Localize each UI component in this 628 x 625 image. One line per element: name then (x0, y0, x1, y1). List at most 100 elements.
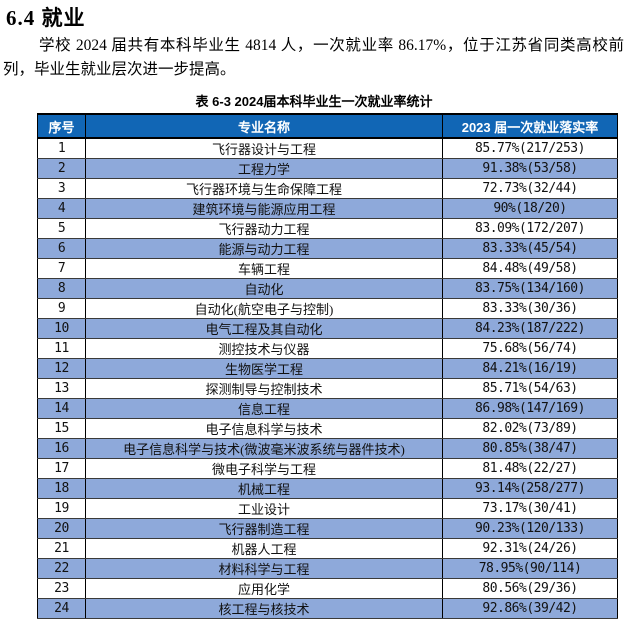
cell-major: 飞行器环境与生命保障工程 (85, 178, 443, 199)
cell-rate: 80.56%(29/36) (442, 578, 618, 599)
table-header: 序号 专业名称 2023 届一次就业落实率 (37, 113, 618, 139)
cell-no: 15 (37, 418, 86, 439)
cell-no: 22 (37, 558, 86, 579)
cell-major: 飞行器设计与工程 (85, 138, 443, 159)
cell-rate: 84.48%(49/58) (442, 258, 618, 279)
cell-rate: 83.75%(134/160) (442, 278, 618, 299)
table-row: 15 电子信息科学与技术 82.02%(73/89) (37, 418, 618, 439)
table-row: 1 飞行器设计与工程 85.77%(217/253) (37, 138, 618, 159)
cell-rate: 81.48%(22/27) (442, 458, 618, 479)
cell-rate: 91.38%(53/58) (442, 158, 618, 179)
table-row: 5 飞行器动力工程 83.09%(172/207) (37, 218, 618, 239)
cell-rate: 90.23%(120/133) (442, 518, 618, 539)
cell-no: 10 (37, 318, 86, 339)
cell-no: 1 (37, 138, 86, 159)
cell-no: 24 (37, 598, 86, 619)
cell-no: 7 (37, 258, 86, 279)
table-body: 1 飞行器设计与工程 85.77%(217/253) 2 工程力学 91.38%(53/5… (37, 138, 618, 619)
table-row: 20 飞行器制造工程 90.23%(120/133) (37, 518, 618, 539)
cell-no: 4 (37, 198, 86, 219)
cell-no: 20 (37, 518, 86, 539)
cell-major: 能源与动力工程 (85, 238, 443, 259)
cell-no: 13 (37, 378, 86, 399)
cell-no: 8 (37, 278, 86, 299)
cell-rate: 93.14%(258/277) (442, 478, 618, 499)
cell-major: 核工程与核技术 (85, 598, 443, 619)
cell-major: 车辆工程 (85, 258, 443, 279)
cell-rate: 82.02%(73/89) (442, 418, 618, 439)
cell-major: 生物医学工程 (85, 358, 443, 379)
cell-rate: 84.23%(187/222) (442, 318, 618, 339)
cell-rate: 78.95%(90/114) (442, 558, 618, 579)
cell-no: 18 (37, 478, 86, 499)
cell-no: 5 (37, 218, 86, 239)
cell-rate: 92.31%(24/26) (442, 538, 618, 559)
cell-major: 机器人工程 (85, 538, 443, 559)
cell-no: 6 (37, 238, 86, 259)
cell-no: 3 (37, 178, 86, 199)
header-row: 序号 专业名称 2023 届一次就业落实率 (37, 113, 618, 139)
table-row: 24 核工程与核技术 92.86%(39/42) (37, 598, 618, 619)
cell-rate: 86.98%(147/169) (442, 398, 618, 419)
cell-no: 9 (37, 298, 86, 319)
table-row: 22 材料科学与工程 78.95%(90/114) (37, 558, 618, 579)
cell-major: 自动化(航空电子与控制) (85, 298, 443, 319)
col-header-major: 专业名称 (85, 113, 443, 139)
cell-rate: 73.17%(30/41) (442, 498, 618, 519)
cell-rate: 85.77%(217/253) (442, 138, 618, 159)
cell-major: 电气工程及其自动化 (85, 318, 443, 339)
cell-no: 21 (37, 538, 86, 559)
table-row: 14 信息工程 86.98%(147/169) (37, 398, 618, 419)
cell-rate: 85.71%(54/63) (442, 378, 618, 399)
cell-major: 电子信息科学与技术(微波毫米波系统与器件技术) (85, 438, 443, 459)
cell-rate: 83.33%(30/36) (442, 298, 618, 319)
cell-no: 11 (37, 338, 86, 359)
cell-rate: 83.09%(172/207) (442, 218, 618, 239)
table-row: 19 工业设计 73.17%(30/41) (37, 498, 618, 519)
table-row: 10 电气工程及其自动化 84.23%(187/222) (37, 318, 618, 339)
cell-major: 机械工程 (85, 478, 443, 499)
cell-major: 应用化学 (85, 578, 443, 599)
cell-no: 17 (37, 458, 86, 479)
cell-rate: 83.33%(45/54) (442, 238, 618, 259)
cell-rate: 90%(18/20) (442, 198, 618, 219)
cell-no: 14 (37, 398, 86, 419)
cell-no: 12 (37, 358, 86, 379)
table-row: 13 探测制导与控制技术 85.71%(54/63) (37, 378, 618, 399)
cell-no: 23 (37, 578, 86, 599)
cell-major: 飞行器动力工程 (85, 218, 443, 239)
table-row: 8 自动化 83.75%(134/160) (37, 278, 618, 299)
cell-major: 飞行器制造工程 (85, 518, 443, 539)
cell-major: 电子信息科学与技术 (85, 418, 443, 439)
table-row: 16 电子信息科学与技术(微波毫米波系统与器件技术) 80.85%(38/47) (37, 438, 618, 459)
cell-major: 材料科学与工程 (85, 558, 443, 579)
cell-major: 探测制导与控制技术 (85, 378, 443, 399)
table-row: 9 自动化(航空电子与控制) 83.33%(30/36) (37, 298, 618, 319)
cell-rate: 84.21%(16/19) (442, 358, 618, 379)
cell-rate: 75.68%(56/74) (442, 338, 618, 359)
table-row: 7 车辆工程 84.48%(49/58) (37, 258, 618, 279)
table-row: 4 建筑环境与能源应用工程 90%(18/20) (37, 198, 618, 219)
col-header-rate: 2023 届一次就业落实率 (442, 113, 618, 139)
table-row: 12 生物医学工程 84.21%(16/19) (37, 358, 618, 379)
table-caption: 表 6-3 2024届本科毕业生一次就业率统计 (195, 94, 433, 109)
cell-major: 工程力学 (85, 158, 443, 179)
section-heading: 6.4 就业 (6, 6, 86, 30)
cell-major: 自动化 (85, 278, 443, 299)
cell-major: 信息工程 (85, 398, 443, 419)
table-row: 2 工程力学 91.38%(53/58) (37, 158, 618, 179)
cell-rate: 92.86%(39/42) (442, 598, 618, 619)
table-row: 3 飞行器环境与生命保障工程 72.73%(32/44) (37, 178, 618, 199)
cell-no: 16 (37, 438, 86, 459)
cell-rate: 80.85%(38/47) (442, 438, 618, 459)
intro-paragraph: 学校 2024 届共有本科毕业生 4814 人，一次就业率 86.17%，位于江… (3, 37, 624, 78)
table-row: 17 微电子科学与工程 81.48%(22/27) (37, 458, 618, 479)
cell-major: 建筑环境与能源应用工程 (85, 198, 443, 219)
cell-major: 微电子科学与工程 (85, 458, 443, 479)
table-row: 21 机器人工程 92.31%(24/26) (37, 538, 618, 559)
table-row: 6 能源与动力工程 83.33%(45/54) (37, 238, 618, 259)
cell-no: 19 (37, 498, 86, 519)
table-row: 23 应用化学 80.56%(29/36) (37, 578, 618, 599)
cell-major: 测控技术与仪器 (85, 338, 443, 359)
